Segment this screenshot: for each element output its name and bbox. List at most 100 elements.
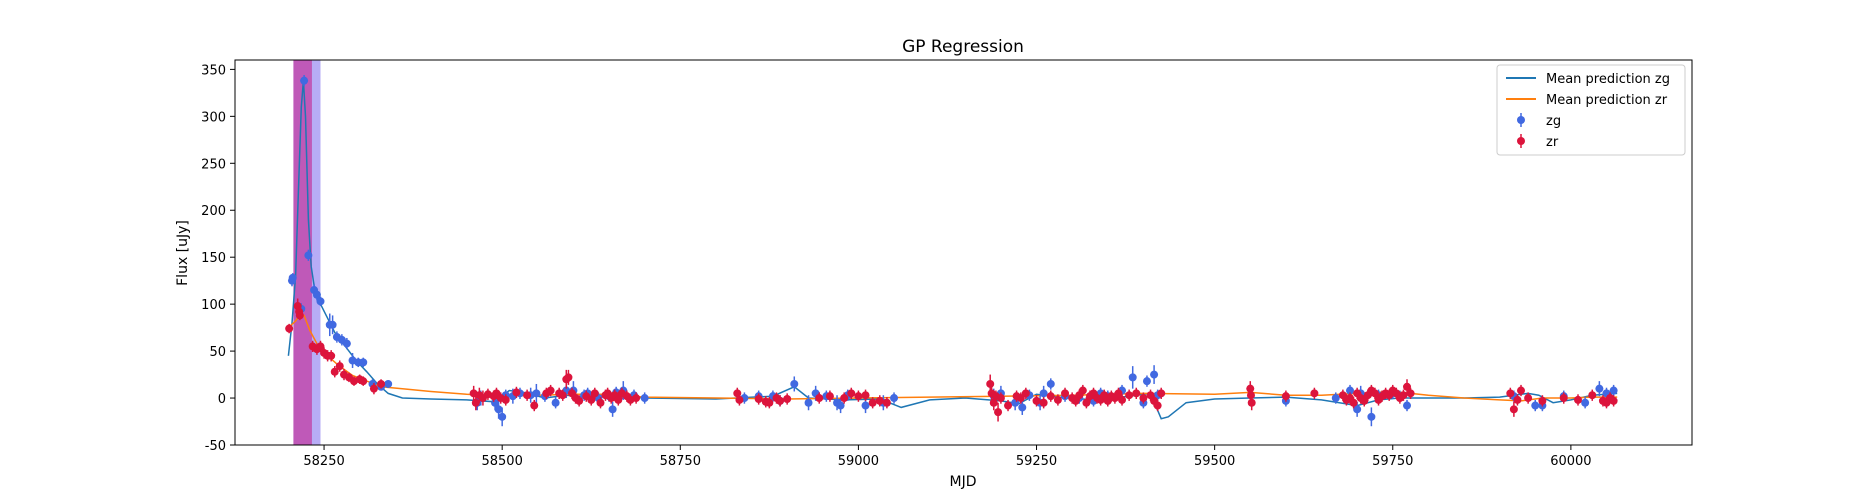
data-points: [285, 75, 1618, 427]
y-axis-label: Flux [uJy]: [175, 220, 191, 286]
point-zr: [1053, 395, 1062, 404]
point-zr: [523, 391, 532, 400]
point-zg: [1039, 389, 1048, 398]
point-zr: [558, 391, 567, 400]
point-zr: [854, 392, 863, 401]
point-zr: [614, 395, 623, 404]
point-zg: [861, 401, 870, 410]
y-tick-label: 250: [201, 157, 226, 172]
point-zr: [564, 373, 573, 382]
point-zr: [1247, 398, 1256, 407]
point-zr: [512, 388, 521, 397]
point-zr: [285, 324, 294, 333]
x-tick-label: 60000: [1550, 454, 1591, 469]
point-zr: [1399, 391, 1408, 400]
point-zg: [1367, 412, 1376, 421]
point-zr: [369, 384, 378, 393]
point-zr: [1039, 398, 1048, 407]
point-zg: [384, 379, 393, 388]
point-zr: [632, 394, 641, 403]
x-tick-label: 59500: [1194, 454, 1235, 469]
point-zg: [498, 412, 507, 421]
point-zg: [342, 339, 351, 348]
point-zg: [494, 405, 503, 414]
line-mean-prediction-zg: [287, 80, 1618, 420]
point-zg: [551, 398, 560, 407]
point-zr: [783, 394, 792, 403]
point-zg: [1531, 401, 1540, 410]
point-zr: [882, 398, 891, 407]
point-zr: [1078, 386, 1087, 395]
y-tick-label: -50: [205, 439, 226, 454]
point-zg: [640, 394, 649, 403]
x-tick-label: 59750: [1372, 454, 1413, 469]
legend-label: Mean prediction zr: [1546, 93, 1668, 108]
point-zr: [765, 398, 774, 407]
point-zr: [815, 394, 824, 403]
line-mean-prediction-zr: [287, 314, 1618, 402]
point-zr: [1509, 405, 1518, 414]
point-zg: [1018, 403, 1027, 412]
point-zr: [1524, 394, 1533, 403]
point-zg: [328, 320, 337, 329]
point-zr: [1046, 392, 1055, 401]
point-zr: [735, 395, 744, 404]
point-zr: [1157, 389, 1166, 398]
point-zr: [861, 391, 870, 400]
point-zr: [1139, 394, 1148, 403]
chart-title: GP Regression: [902, 37, 1024, 57]
legend-label: zg: [1546, 114, 1561, 129]
point-zg: [608, 405, 617, 414]
point-zr: [825, 392, 834, 401]
point-zr: [868, 398, 877, 407]
point-zr: [546, 386, 555, 395]
point-zr: [840, 394, 849, 403]
point-zr: [1588, 391, 1597, 400]
point-zg: [1581, 398, 1590, 407]
point-zr: [596, 398, 605, 407]
point-zr: [1406, 389, 1415, 398]
point-zg: [1046, 379, 1055, 388]
point-zg: [1595, 384, 1604, 393]
y-tick-label: 200: [201, 204, 226, 219]
point-zg: [1609, 386, 1618, 395]
point-zr: [1370, 389, 1379, 398]
point-zr: [1125, 391, 1134, 400]
legend: Mean prediction zg Mean prediction zr zg zr: [1496, 64, 1686, 156]
point-zg: [288, 273, 297, 282]
point-zr: [471, 398, 480, 407]
y-tick-label: 100: [201, 298, 226, 313]
point-zg: [1403, 401, 1412, 410]
point-zr: [1310, 389, 1319, 398]
x-tick-label: 58500: [481, 454, 522, 469]
point-zr: [776, 396, 785, 405]
point-zr: [1082, 398, 1091, 407]
point-zr: [501, 395, 510, 404]
point-zr: [295, 311, 304, 320]
point-zg: [1353, 405, 1362, 414]
point-zg: [312, 290, 321, 299]
point-zr: [359, 377, 368, 386]
point-zg: [359, 358, 368, 367]
point-zr: [1538, 396, 1547, 405]
legend-marker-swatch: [1517, 116, 1525, 124]
point-zr: [530, 401, 539, 410]
y-tick-label: 350: [201, 63, 226, 78]
y-tick-label: 50: [209, 345, 226, 360]
legend-label: Mean prediction zg: [1546, 72, 1670, 87]
point-zg: [300, 76, 309, 85]
point-zr: [1513, 395, 1522, 404]
point-zg: [1128, 373, 1137, 382]
point-zr: [1061, 389, 1070, 398]
point-zg: [1142, 377, 1151, 386]
point-zr: [575, 396, 584, 405]
legend-box: [1496, 64, 1686, 156]
point-zr: [1559, 394, 1568, 403]
point-zr: [377, 379, 386, 388]
point-zg: [790, 379, 799, 388]
point-zr: [1118, 395, 1127, 404]
point-zr: [1004, 401, 1013, 410]
point-zr: [1349, 398, 1358, 407]
legend-marker-swatch: [1517, 137, 1525, 145]
point-zr: [587, 395, 596, 404]
